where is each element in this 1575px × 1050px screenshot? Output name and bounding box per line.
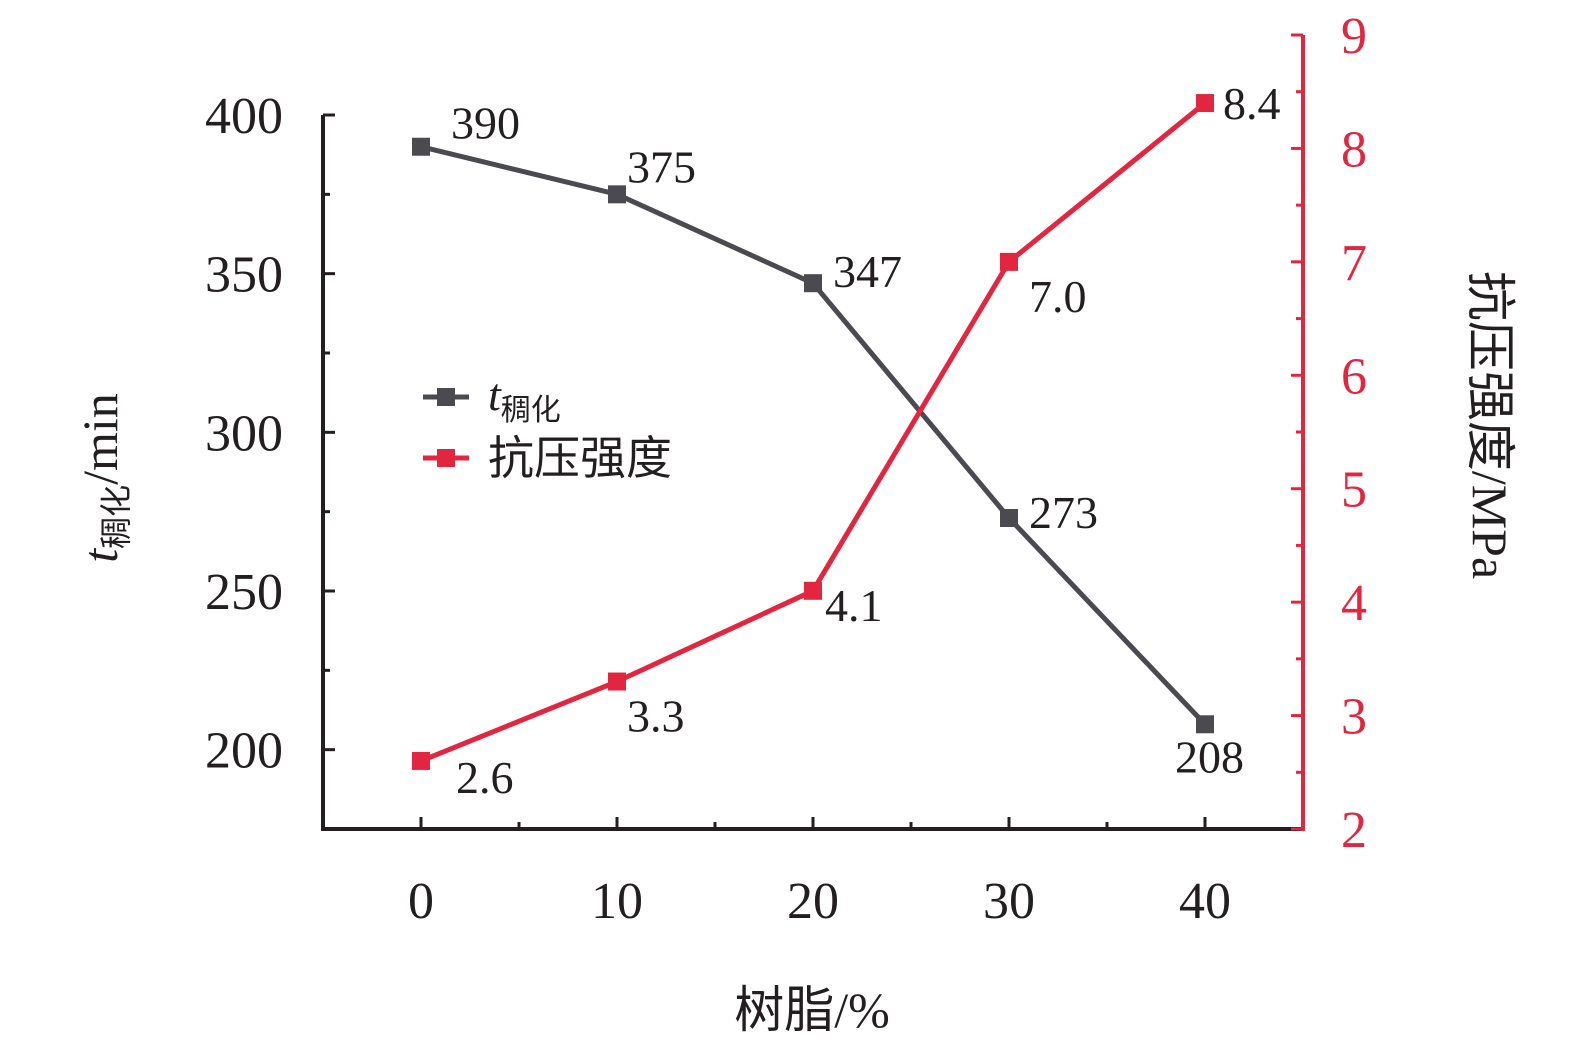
- left-axis-title-main: t: [72, 548, 128, 563]
- data-point-time: [1196, 715, 1214, 734]
- x-tick-label: 30: [983, 873, 1035, 930]
- left-tick-label: 300: [205, 405, 283, 462]
- data-label-strength: 8.4: [1223, 78, 1281, 129]
- data-label-strength: 3.3: [627, 691, 685, 742]
- legend-label-time: t稠化: [488, 369, 561, 427]
- x-tick-label: 0: [408, 873, 434, 930]
- legend-marker-time: [437, 388, 455, 406]
- data-label-time: 390: [451, 98, 520, 149]
- left-axis-title-sub: 稠化: [98, 485, 134, 549]
- left-axis-title-unit: /min: [72, 393, 128, 485]
- right-tick-label: 2: [1341, 802, 1367, 859]
- data-label-time: 347: [833, 246, 902, 297]
- data-point-time: [608, 185, 626, 204]
- legend-item-strength: 抗压强度: [423, 433, 672, 484]
- data-point-time: [804, 274, 822, 293]
- data-point-strength: [804, 581, 822, 600]
- right-tick-label: 4: [1341, 575, 1367, 632]
- data-label-time: 273: [1029, 487, 1098, 538]
- data-label-strength: 2.6: [456, 752, 514, 803]
- right-axis-title: 抗压强度/MPa: [1462, 271, 1518, 579]
- legend-marker-strength: [437, 449, 455, 467]
- left-tick-label: 250: [205, 564, 283, 621]
- legend-label-time-main: t: [488, 369, 502, 420]
- right-tick-label: 3: [1341, 689, 1367, 746]
- x-tick-label: 40: [1179, 873, 1231, 930]
- data-label-strength: 4.1: [825, 580, 883, 631]
- series-lines: [412, 94, 1214, 770]
- data-label-time: 208: [1175, 731, 1244, 782]
- data-label-strength: 7.0: [1029, 271, 1087, 322]
- left-tick-label: 400: [205, 88, 283, 145]
- data-point-strength: [1000, 252, 1018, 271]
- data-label-time: 375: [627, 141, 696, 192]
- data-point-time: [412, 137, 430, 156]
- series-line-strength: [420, 101, 1207, 764]
- x-tick-label: 10: [591, 873, 643, 930]
- right-tick-label: 7: [1341, 235, 1367, 292]
- data-labels: 390 375 347 273 208 2.6 3.3 4.1 7.0 8.4: [451, 78, 1281, 803]
- axes: 200 250 300 350 400 2 3 4 5 6 7 8 9 0 10 20 30 40: [205, 8, 1367, 930]
- right-tick-label: 5: [1341, 462, 1367, 519]
- right-tick-label: 9: [1341, 8, 1367, 65]
- left-tick-label: 200: [205, 723, 283, 780]
- data-point-strength: [412, 751, 430, 770]
- left-axis-title: t稠化/min: [72, 393, 134, 563]
- data-point-time: [1000, 509, 1018, 528]
- legend: t稠化 抗压强度: [423, 369, 672, 484]
- data-point-strength: [608, 672, 626, 691]
- legend-item-time: t稠化: [423, 369, 561, 427]
- right-tick-label: 6: [1341, 348, 1367, 405]
- legend-label-time-sub: 稠化: [501, 394, 561, 427]
- data-point-strength: [1196, 94, 1214, 113]
- left-tick-label: 350: [205, 247, 283, 304]
- x-tick-label: 20: [787, 873, 839, 930]
- right-tick-label: 8: [1341, 121, 1367, 178]
- x-axis-title: 树脂/%: [734, 982, 890, 1038]
- legend-label-strength: 抗压强度: [488, 433, 672, 484]
